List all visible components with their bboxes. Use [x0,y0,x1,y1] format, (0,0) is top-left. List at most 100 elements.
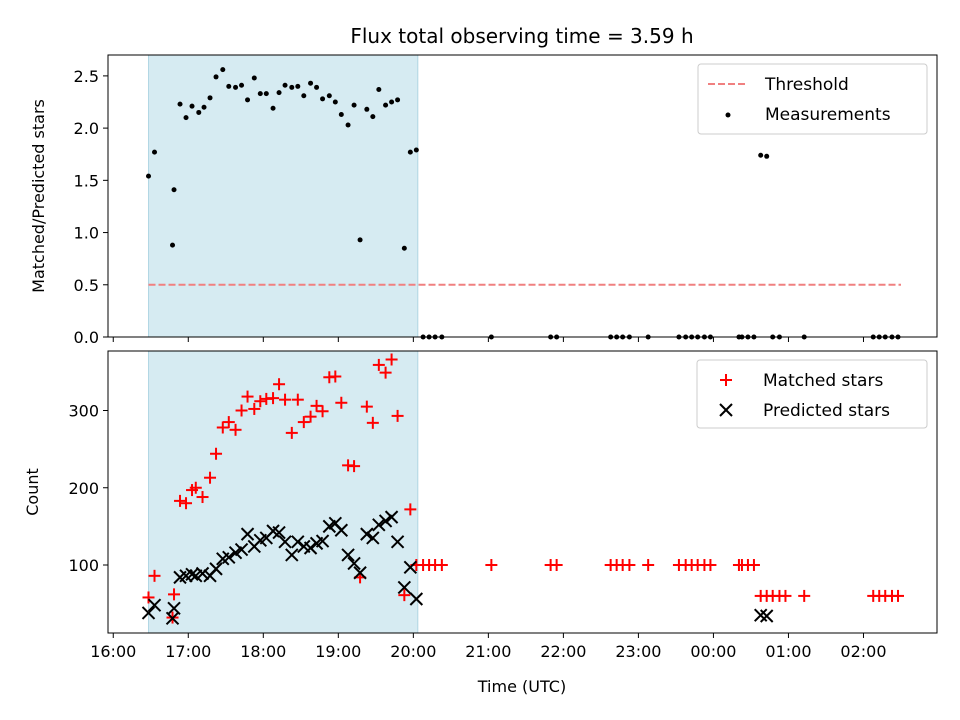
predicted-star-stroke-b [409,592,424,606]
matched-star-marker [241,390,254,403]
measurement-point [395,97,401,103]
matched-star-marker [304,410,317,423]
predicted-star-stroke-b [759,609,774,623]
predicted-star-stroke-b [403,560,418,575]
bottom-axes-frame [107,350,938,634]
predicted-stars-series [141,510,774,626]
predicted-star-marker [360,527,374,541]
matched-star-marker [798,589,811,602]
predicted-star-stroke-b [209,562,223,576]
matched-star-marker [180,497,193,510]
predicted-star-marker [347,556,361,571]
predicted-star-marker [209,562,223,576]
matched-star-marker [142,591,155,604]
top-legend-box [697,63,928,135]
bottom-legend-box [696,359,928,429]
measurement-point [345,122,351,128]
measurement-point [226,83,232,89]
matched-star-marker [235,404,248,417]
predicted-star-stroke-b [347,556,361,571]
legend-threshold-label: Threshold [764,75,849,95]
matched-star-marker [485,559,498,572]
matched-star-marker [168,588,181,601]
measurement-point [276,90,282,96]
matched-star-marker [329,370,342,383]
matched-star-marker [623,559,636,572]
measurement-point [146,173,152,179]
measurement-point [177,101,183,107]
measurement-point [758,152,764,158]
bottom-y-axis-label: Count [23,468,42,516]
legend-measurements-swatch [725,112,731,118]
predicted-star-stroke-b [272,525,286,540]
predicted-star-marker [147,598,162,612]
legend-matched-swatch [720,374,732,386]
matched-star-marker [196,491,209,504]
matched-star-marker [779,589,792,602]
bottom-y-ticks: 100 200 300 [68,401,108,575]
matched-star-marker [316,405,329,418]
measurement-point [220,67,226,73]
measurement-point [270,105,276,111]
x-tick-label: 01:00 [765,642,811,661]
measurement-point [170,242,176,248]
matched-star-marker [404,503,417,516]
measurement-point [282,82,288,88]
legend-predicted-label: Predicted stars [763,401,890,421]
measurement-point [407,149,413,155]
measurement-point [338,112,344,118]
predicted-star-stroke-b [334,523,349,537]
matched-star-marker [273,378,286,391]
predicted-star-marker [759,609,774,623]
predicted-star-stroke-b [240,527,255,541]
matched-star-marker [174,494,187,507]
x-tick-label: 16:00 [90,642,136,661]
chart-title: Flux total observing time = 3.59 h [350,24,693,48]
predicted-star-stroke-b [366,531,380,545]
predicted-star-stroke-b [297,539,311,554]
measurement-point [183,115,189,121]
measurement-point [201,104,207,110]
matched-star-marker [248,402,261,415]
matched-star-marker [189,481,202,494]
predicted-star-marker [315,534,330,548]
measurement-point [332,99,338,105]
matched-star-marker [360,400,373,413]
measurement-point [364,106,370,112]
measurement-point [239,82,245,88]
measurement-point [314,84,320,90]
top-y-ticks: 0.0 0.5 1.0 1.5 2.0 2.5 [74,67,108,347]
predicted-star-stroke-b [397,580,412,595]
predicted-star-marker [384,510,399,524]
predicted-star-stroke-b [315,534,330,548]
x-tick-label: 02:00 [840,642,886,661]
predicted-star-marker [222,550,236,564]
measurement-point [152,149,158,155]
matched-stars-series [142,353,904,624]
measurement-point [207,95,213,101]
measurement-point [196,109,202,115]
predicted-star-marker [390,535,405,549]
matched-star-marker [435,559,448,572]
measurement-point [413,147,419,153]
predicted-star-marker [240,527,255,541]
matched-star-marker [704,559,717,572]
measurement-point [401,245,407,251]
measurement-point [376,86,382,92]
matched-star-marker [254,395,267,408]
predicted-star-marker [372,518,386,532]
x-tick-label: 23:00 [615,642,661,661]
matched-star-marker [372,358,385,371]
measurement-point [251,75,257,81]
matched-star-marker [747,559,760,572]
predicted-star-stroke-b [234,542,249,557]
matched-star-marker [310,399,323,412]
x-tick-label: 21:00 [465,642,511,661]
predicted-star-marker [366,531,380,545]
matched-star-marker [297,416,310,429]
matched-star-marker [210,447,223,460]
top-y-tick-label: 2.5 [74,67,99,86]
predicted-star-stroke-b [372,518,386,532]
matched-star-marker [385,353,398,366]
